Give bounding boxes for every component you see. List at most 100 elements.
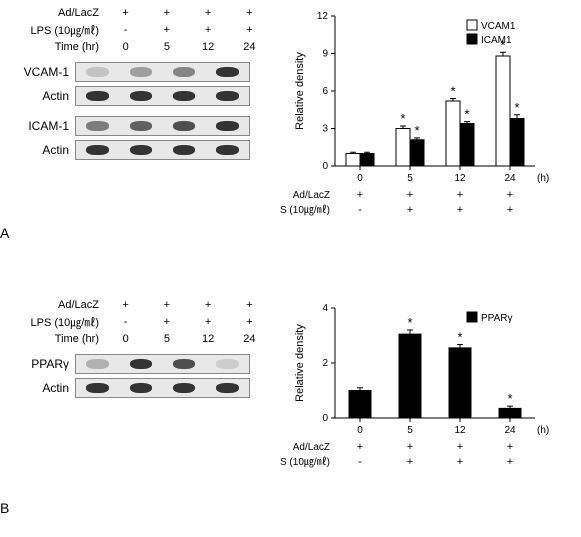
bar	[460, 124, 474, 167]
band	[86, 383, 108, 394]
bar	[449, 348, 471, 418]
bar	[346, 154, 360, 167]
band	[173, 121, 195, 132]
blot-row: PPARγ	[10, 354, 280, 374]
treatment-vals: 051224	[105, 41, 270, 53]
treatment-vals: ++++	[105, 299, 270, 311]
sig-marker: *	[464, 107, 469, 122]
band	[130, 145, 152, 156]
chart-treatment-val: +	[407, 456, 413, 468]
sig-marker: *	[400, 111, 405, 126]
ytick-label: 0	[322, 161, 328, 172]
treatment-val: +	[229, 7, 270, 19]
blot-image	[75, 116, 250, 136]
bar	[499, 408, 521, 418]
bar	[349, 391, 371, 419]
bar	[410, 140, 424, 166]
treatment-row-lps: LPS (10㎍/㎖) -+++	[10, 315, 280, 329]
blot-image	[75, 62, 250, 82]
chart-treatment-val: +	[457, 441, 463, 453]
sig-marker: *	[450, 84, 455, 99]
blot-image	[75, 354, 250, 374]
band	[130, 121, 152, 132]
band	[86, 359, 108, 370]
sig-marker: *	[407, 315, 412, 330]
band	[86, 121, 108, 132]
bar	[399, 334, 421, 418]
treatment-vals: 051224	[105, 333, 270, 345]
bar	[510, 119, 524, 167]
xunit-label: (h)	[537, 173, 549, 184]
treatment-label: LPS (10㎍/㎖)	[10, 22, 105, 38]
blot-image	[75, 140, 250, 160]
chart-svg: 024Relative density0*5*12*24(h)PPARγAd/L…	[280, 298, 560, 478]
chart-treatment-val: +	[507, 189, 513, 201]
treatment-label: LPS (10㎍/㎖)	[10, 314, 105, 330]
band	[173, 145, 195, 156]
band	[216, 91, 238, 102]
bar	[446, 101, 460, 166]
band	[216, 145, 238, 156]
treatment-label: Ad/LacZ	[10, 7, 105, 19]
band	[86, 91, 108, 102]
treatment-val: +	[146, 299, 187, 311]
blot-row: Actin	[10, 86, 280, 106]
chart-treatment-val: +	[507, 441, 513, 453]
treatment-val: +	[105, 7, 146, 19]
legend-label: ICAM1	[481, 35, 512, 46]
xtick-label: 12	[454, 425, 466, 436]
chart-treatment-val: +	[407, 204, 413, 216]
band	[130, 91, 152, 102]
xtick-label: 12	[454, 173, 466, 184]
treatment-val: +	[146, 316, 187, 328]
legend-label: VCAM1	[481, 21, 516, 32]
chart-treatment-label: Ad/LacZ	[293, 190, 330, 201]
treatment-vals: -+++	[105, 316, 270, 328]
panel-a-blots: Ad/LacZ ++++ LPS (10㎍/㎖) -+++ Time (hr) …	[10, 6, 280, 229]
treatment-label: Time (hr)	[10, 333, 105, 345]
chart-treatment-val: +	[507, 456, 513, 468]
treatment-row-lps: LPS (10㎍/㎖) -+++	[10, 23, 280, 37]
bar	[496, 56, 510, 166]
treatment-label: Time (hr)	[10, 41, 105, 53]
chart-treatment-val: +	[407, 189, 413, 201]
sig-marker: *	[414, 123, 419, 138]
band	[216, 121, 238, 132]
chart-treatment-val: +	[357, 441, 363, 453]
chart-treatment-label: Ad/LacZ	[293, 442, 330, 453]
band	[130, 67, 152, 78]
treatment-val: -	[105, 316, 146, 328]
xtick-label: 24	[504, 425, 516, 436]
panel-a-chart: 036912Relative density0**5**12**24(h)VCA…	[280, 6, 560, 229]
treatment-vals: ++++	[105, 7, 270, 19]
chart-treatment-val: +	[407, 441, 413, 453]
ytick-label: 12	[317, 11, 329, 22]
panel-a-tag: A	[0, 225, 9, 241]
treatment-val: +	[188, 316, 229, 328]
band	[216, 359, 238, 370]
treatment-row-adlacz: Ad/LacZ ++++	[10, 6, 280, 20]
sig-marker: *	[514, 100, 519, 115]
blot-row: Actin	[10, 140, 280, 160]
treatment-val: 12	[188, 333, 229, 345]
yaxis-label: Relative density	[294, 52, 306, 130]
treatment-row-time: Time (hr) 051224	[10, 40, 280, 54]
chart-treatment-val: +	[507, 204, 513, 216]
blot-row: Actin	[10, 378, 280, 398]
blot-label: VCAM-1	[10, 65, 75, 79]
chart-treatment-val: -	[358, 456, 362, 468]
blot-label: PPARγ	[10, 357, 75, 371]
legend-label: PPARγ	[481, 313, 513, 324]
treatment-label: Ad/LacZ	[10, 299, 105, 311]
blot-row: VCAM-1	[10, 62, 280, 82]
legend-swatch	[467, 34, 477, 44]
chart-treatment-val: +	[457, 204, 463, 216]
treatment-val: +	[146, 7, 187, 19]
band	[86, 67, 108, 78]
panel-b-blot-list: PPARγ Actin	[10, 354, 280, 398]
treatment-val: +	[229, 24, 270, 36]
panel-b-chart: 024Relative density0*5*12*24(h)PPARγAd/L…	[280, 298, 560, 481]
ytick-label: 0	[322, 413, 328, 424]
treatment-val: +	[188, 7, 229, 19]
xtick-label: 24	[504, 173, 516, 184]
